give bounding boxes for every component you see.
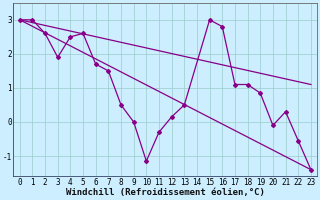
X-axis label: Windchill (Refroidissement éolien,°C): Windchill (Refroidissement éolien,°C) <box>66 188 265 197</box>
